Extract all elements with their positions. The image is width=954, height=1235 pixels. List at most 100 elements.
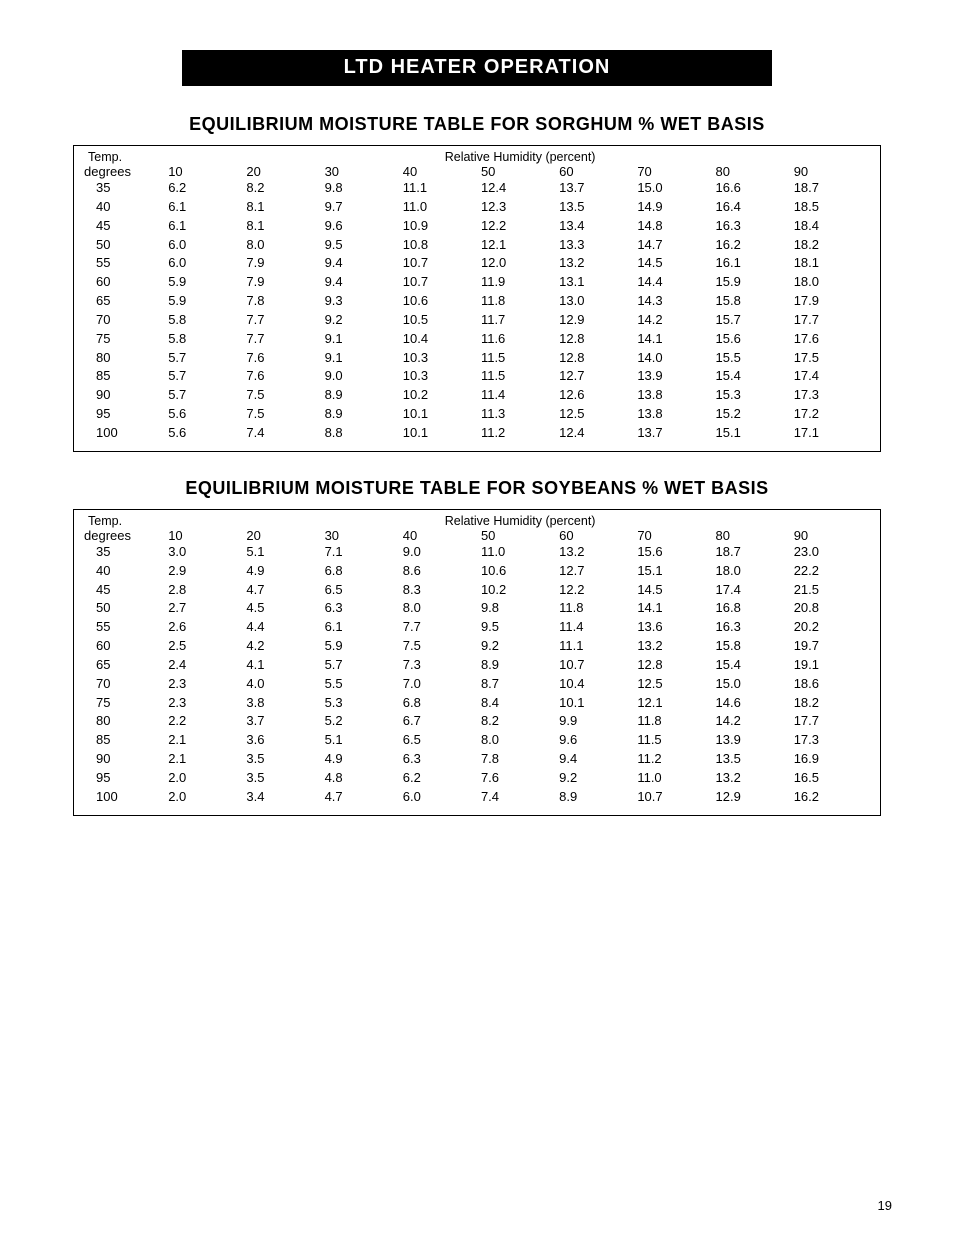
cell-value: 13.8 (637, 405, 715, 424)
cell-value: 8.9 (481, 656, 559, 675)
cell-value: 10.6 (481, 562, 559, 581)
cell-value: 10.5 (403, 311, 481, 330)
cell-value: 14.0 (637, 349, 715, 368)
cell-value: 6.0 (168, 236, 246, 255)
moisture-table: Temp.Relative Humidity (percent)degrees1… (82, 514, 872, 807)
table-row: 605.97.99.410.711.913.114.415.918.0 (82, 273, 872, 292)
cell-value: 13.1 (559, 273, 637, 292)
cell-value: 13.8 (637, 386, 715, 405)
cell-value: 12.7 (559, 562, 637, 581)
cell-value: 14.2 (716, 712, 794, 731)
cell-value: 6.8 (403, 694, 481, 713)
cell-value: 17.1 (794, 424, 872, 443)
cell-value: 13.4 (559, 217, 637, 236)
cell-temp: 70 (82, 311, 168, 330)
cell-value: 4.7 (246, 581, 324, 600)
cell-value: 15.8 (716, 637, 794, 656)
header-humidity-col: 60 (559, 164, 637, 179)
cell-value: 14.3 (637, 292, 715, 311)
cell-value: 13.9 (716, 731, 794, 750)
cell-value: 10.3 (403, 349, 481, 368)
header-humidity-col: 20 (246, 164, 324, 179)
cell-value: 9.2 (559, 769, 637, 788)
header-temp-label: Temp. (82, 514, 168, 528)
cell-value: 10.7 (637, 788, 715, 807)
cell-value: 8.3 (403, 581, 481, 600)
cell-value: 15.8 (716, 292, 794, 311)
cell-value: 7.7 (246, 311, 324, 330)
table-row: 952.03.54.86.27.69.211.013.216.5 (82, 769, 872, 788)
cell-value: 5.1 (325, 731, 403, 750)
cell-value: 7.5 (246, 405, 324, 424)
cell-temp: 100 (82, 788, 168, 807)
cell-value: 16.5 (794, 769, 872, 788)
cell-value: 9.2 (481, 637, 559, 656)
cell-value: 13.7 (637, 424, 715, 443)
cell-value: 10.6 (403, 292, 481, 311)
header-humidity-col: 30 (325, 528, 403, 543)
cell-value: 7.7 (403, 618, 481, 637)
table-row: 602.54.25.97.59.211.113.215.819.7 (82, 637, 872, 656)
cell-value: 8.0 (403, 599, 481, 618)
table-row: 452.84.76.58.310.212.214.517.421.5 (82, 581, 872, 600)
cell-value: 14.5 (637, 254, 715, 273)
cell-value: 8.2 (246, 179, 324, 198)
cell-value: 17.4 (716, 581, 794, 600)
cell-value: 15.6 (716, 330, 794, 349)
cell-value: 9.4 (559, 750, 637, 769)
cell-value: 11.0 (481, 543, 559, 562)
cell-value: 18.6 (794, 675, 872, 694)
table-row: 506.08.09.510.812.113.314.716.218.2 (82, 236, 872, 255)
cell-value: 11.4 (481, 386, 559, 405)
cell-value: 10.1 (559, 694, 637, 713)
cell-value: 6.7 (403, 712, 481, 731)
cell-temp: 80 (82, 349, 168, 368)
cell-value: 3.6 (246, 731, 324, 750)
cell-value: 5.9 (168, 273, 246, 292)
table-row: 905.77.58.910.211.412.613.815.317.3 (82, 386, 872, 405)
cell-value: 17.9 (794, 292, 872, 311)
cell-value: 6.1 (168, 198, 246, 217)
cell-value: 20.8 (794, 599, 872, 618)
header-humidity-col: 80 (716, 164, 794, 179)
cell-temp: 35 (82, 543, 168, 562)
cell-value: 8.1 (246, 217, 324, 236)
cell-value: 10.9 (403, 217, 481, 236)
cell-value: 7.4 (481, 788, 559, 807)
cell-value: 6.5 (325, 581, 403, 600)
cell-value: 17.7 (794, 311, 872, 330)
cell-value: 12.4 (559, 424, 637, 443)
cell-value: 6.2 (403, 769, 481, 788)
cell-value: 5.1 (246, 543, 324, 562)
cell-temp: 75 (82, 694, 168, 713)
header-humidity-col: 90 (794, 528, 872, 543)
cell-value: 2.4 (168, 656, 246, 675)
cell-value: 8.7 (481, 675, 559, 694)
page: LTD HEATER OPERATION EQUILIBRIUM MOISTUR… (0, 0, 954, 1235)
cell-value: 5.2 (325, 712, 403, 731)
cell-value: 16.8 (716, 599, 794, 618)
cell-value: 20.2 (794, 618, 872, 637)
cell-value: 5.6 (168, 405, 246, 424)
cell-value: 8.0 (246, 236, 324, 255)
table-title: EQUILIBRIUM MOISTURE TABLE FOR SOYBEANS … (60, 478, 894, 499)
table-row: 805.77.69.110.311.512.814.015.517.5 (82, 349, 872, 368)
cell-value: 14.1 (637, 330, 715, 349)
cell-value: 13.2 (559, 543, 637, 562)
table-row: 702.34.05.57.08.710.412.515.018.6 (82, 675, 872, 694)
cell-value: 12.8 (559, 330, 637, 349)
cell-value: 10.3 (403, 367, 481, 386)
cell-value: 16.1 (716, 254, 794, 273)
cell-value: 15.6 (637, 543, 715, 562)
cell-temp: 45 (82, 217, 168, 236)
cell-temp: 95 (82, 405, 168, 424)
cell-value: 16.6 (716, 179, 794, 198)
cell-value: 7.5 (403, 637, 481, 656)
cell-value: 11.8 (481, 292, 559, 311)
cell-temp: 95 (82, 769, 168, 788)
cell-value: 12.0 (481, 254, 559, 273)
cell-value: 4.8 (325, 769, 403, 788)
cell-value: 9.1 (325, 330, 403, 349)
cell-value: 8.9 (325, 386, 403, 405)
cell-value: 19.1 (794, 656, 872, 675)
